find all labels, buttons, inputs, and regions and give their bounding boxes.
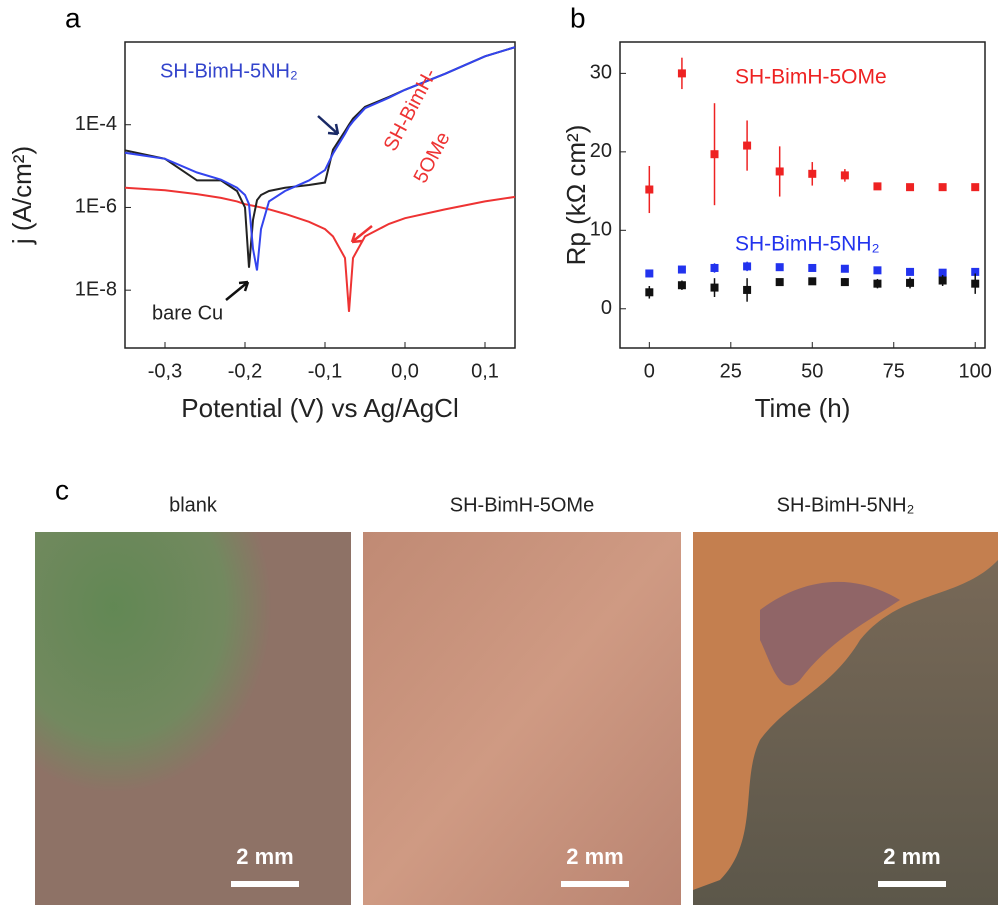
panel-label: b [570,2,586,33]
point [808,169,817,178]
point [971,183,980,192]
arrow [317,115,340,136]
x-tick-label: -0,1 [308,360,342,382]
point [906,183,915,192]
photo-blank-texture [35,532,351,905]
arrow [350,225,373,244]
y-axis-label: Rp (kΩ cm²) [561,125,591,266]
x-tick-label: -0,2 [228,360,262,382]
x-tick-label: -0,3 [148,360,182,382]
point [645,288,654,297]
arrows [225,115,373,301]
point [808,263,817,272]
plot-frame [124,41,516,349]
plot-frame [619,41,986,349]
point [710,150,719,159]
point [971,279,980,288]
arrow [225,280,250,301]
series-label: SH-BimH-5OMe [735,66,887,89]
series-label: SH-BimH-5NH₂ [735,233,880,256]
point [677,69,686,78]
photo-ome [363,532,681,905]
x-axis-label: Potential (V) vs Ag/AgCl [181,393,458,423]
point [840,264,849,273]
point [840,278,849,287]
scale-bar-label: 2 mm [883,844,940,869]
scale-bar-label: 2 mm [566,844,623,869]
point [840,171,849,180]
x-tick-label: 0,1 [471,360,499,382]
point [808,277,817,286]
y-tick-label: 1E-8 [75,278,117,300]
line [124,46,516,271]
photo-title: SH-BimH-5NH₂ [777,494,915,516]
x-tick-label: 0 [644,360,655,382]
y-tick-label: 10 [590,219,612,241]
y-tick-label: 20 [590,140,612,162]
point [873,279,882,288]
point [938,183,947,192]
scale-bar-label: 2 mm [236,844,293,869]
x-tick-label: 75 [883,360,905,382]
point [938,268,947,277]
y-axis-label: j (A/cm²) [7,146,37,245]
point [873,266,882,275]
point [743,262,752,271]
point [677,281,686,290]
point [645,269,654,278]
point [775,263,784,272]
point [775,167,784,176]
y-tick-label: 1E-4 [75,113,117,135]
point [873,182,882,191]
photo-title: SH-BimH-5OMe [450,494,594,516]
point [710,283,719,292]
annotation: bare Cu [152,302,223,324]
point [906,267,915,276]
point [710,263,719,272]
x-tick-label: 25 [720,360,742,382]
point [743,141,752,150]
x-tick-label: 100 [959,360,992,382]
photo-nh2-stain [760,581,900,686]
panel-label: a [65,2,81,33]
annotation: SH-BimH-5NH₂ [160,60,298,82]
line [124,186,516,312]
point [906,278,915,287]
point [743,285,752,294]
x-axis-label: Time (h) [755,393,851,423]
point [645,185,654,194]
point [775,278,784,287]
point [971,267,980,276]
y-tick-label: 0 [601,297,612,319]
panel-label: c [55,474,69,505]
x-tick-label: 50 [801,360,823,382]
photos [35,532,998,905]
annotation: 5OMe [410,128,455,186]
point [938,276,947,285]
y-tick-label: 1E-6 [75,196,117,218]
point [677,265,686,274]
y-tick-label: 30 [590,62,612,84]
x-tick-label: 0,0 [391,360,419,382]
photo-title: blank [169,494,218,516]
